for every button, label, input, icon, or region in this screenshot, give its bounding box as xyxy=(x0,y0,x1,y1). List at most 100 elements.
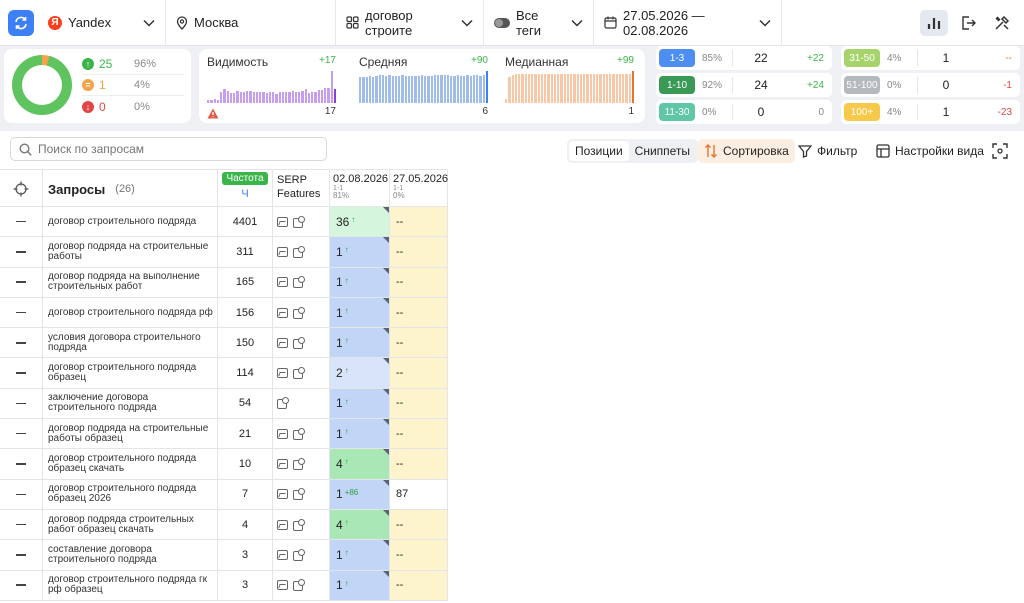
table-row[interactable]: договор подряда на строительные работы о… xyxy=(0,419,448,450)
snippet-feature-icon[interactable] xyxy=(293,548,305,561)
snippet-feature-icon[interactable] xyxy=(293,518,305,531)
image-feature-icon[interactable] xyxy=(277,216,288,227)
position-cell-date1[interactable]: 4 ↑ xyxy=(330,449,390,479)
metric-median[interactable]: Медианная +99 1 xyxy=(497,49,640,123)
export-button[interactable] xyxy=(954,10,982,36)
position-cell-date1[interactable]: 1 ↑ xyxy=(330,540,390,570)
position-cell-date1[interactable]: 36 ↑ xyxy=(330,207,390,237)
table-row[interactable]: составление договора строительного подря… xyxy=(0,540,448,571)
position-cell-date2[interactable]: -- xyxy=(390,297,448,328)
engine-select[interactable]: Я Yandex xyxy=(48,0,166,46)
filter-button[interactable]: Фильтр xyxy=(792,139,863,163)
table-row[interactable]: договор подряда на выполнение строительн… xyxy=(0,267,448,298)
snippet-feature-icon[interactable] xyxy=(277,397,289,410)
fullscreen-button[interactable] xyxy=(986,139,1014,163)
position-cell-date1[interactable]: 1 +86 xyxy=(330,479,390,509)
date2-header[interactable]: 27.05.2026 1-1 0% xyxy=(390,170,448,208)
table-row[interactable]: договор строительного подряда 4401 36 ↑ -- xyxy=(0,207,448,238)
search-input[interactable] xyxy=(38,142,318,156)
table-row[interactable]: договор строительного подряда образец ск… xyxy=(0,449,448,480)
image-feature-icon[interactable] xyxy=(277,277,288,288)
range-row[interactable]: 51-100 0% 0 -1 xyxy=(841,73,1020,97)
query-cell[interactable]: договор подряда на строительные работы xyxy=(43,237,218,267)
query-cell[interactable]: договор строительного подряда образец ск… xyxy=(43,449,218,479)
snippet-feature-icon[interactable] xyxy=(293,458,305,471)
stat-same[interactable]: = 1 4% xyxy=(82,75,184,96)
frequency-header[interactable]: Частота Ч xyxy=(218,170,273,208)
tags-select[interactable]: Все теги xyxy=(484,0,594,46)
row-expand-toggle[interactable] xyxy=(0,540,43,570)
sort-button[interactable]: Сортировка xyxy=(698,139,795,163)
image-feature-icon[interactable] xyxy=(277,246,288,257)
snippet-feature-icon[interactable] xyxy=(293,276,305,289)
stat-up[interactable]: ↑ 25 96% xyxy=(82,54,184,75)
position-cell-date1[interactable]: 1 ↑ xyxy=(330,570,390,600)
snippet-feature-icon[interactable] xyxy=(293,336,305,349)
position-cell-date2[interactable]: -- xyxy=(390,540,448,570)
metric-average[interactable]: Средняя +90 6 xyxy=(351,49,494,123)
snippet-feature-icon[interactable] xyxy=(293,306,305,319)
query-cell[interactable]: договор строительного подряда образец 20… xyxy=(43,479,218,509)
position-cell-date2[interactable]: -- xyxy=(390,237,448,267)
query-cell[interactable]: договор строительного подряда образец xyxy=(43,358,218,388)
query-cell[interactable]: условия договора строительного подряда xyxy=(43,328,218,358)
position-cell-date1[interactable]: 4 ↑ xyxy=(330,509,390,540)
row-expand-toggle[interactable] xyxy=(0,388,43,419)
queries-header[interactable]: Запросы (26) xyxy=(43,170,218,208)
row-expand-toggle[interactable] xyxy=(0,328,43,358)
position-cell-date1[interactable]: 1 ↑ xyxy=(330,267,390,297)
row-expand-toggle[interactable] xyxy=(0,267,43,297)
position-cell-date1[interactable]: 2 ↑ xyxy=(330,358,390,388)
snippet-feature-icon[interactable] xyxy=(293,579,305,592)
region-select[interactable]: Москва xyxy=(166,0,336,46)
range-row[interactable]: 11-30 0% 0 0 xyxy=(656,100,832,124)
position-cell-date2[interactable]: -- xyxy=(390,358,448,388)
range-row[interactable]: 31-50 4% 1 -- xyxy=(841,46,1020,70)
row-expand-toggle[interactable] xyxy=(0,419,43,449)
query-cell[interactable]: договор строительного подряда гк рф обра… xyxy=(43,570,218,600)
snippet-feature-icon[interactable] xyxy=(293,245,305,258)
query-cell[interactable]: заключение договора строительного подряд… xyxy=(43,388,218,419)
view-settings-button[interactable]: Настройки вида xyxy=(870,139,990,163)
table-row[interactable]: договор строительного подряда образец 114… xyxy=(0,358,448,389)
range-row[interactable]: 100+ 4% 1 -23 xyxy=(841,100,1020,124)
table-row[interactable]: условия договора строительного подряда 15… xyxy=(0,328,448,359)
tab-snippets[interactable]: Сниппеты xyxy=(634,144,691,158)
position-cell-date2[interactable]: -- xyxy=(390,449,448,479)
snippet-feature-icon[interactable] xyxy=(293,488,305,501)
image-feature-icon[interactable] xyxy=(277,307,288,318)
row-expand-toggle[interactable] xyxy=(0,509,43,540)
query-cell[interactable]: договор строительного подряда xyxy=(43,207,218,237)
row-expand-toggle[interactable] xyxy=(0,207,43,237)
range-row[interactable]: 1-3 85% 22 +22 xyxy=(656,46,832,70)
position-cell-date1[interactable]: 1 ↑ xyxy=(330,328,390,358)
image-feature-icon[interactable] xyxy=(277,549,288,560)
query-cell[interactable]: договор подряда на выполнение строительн… xyxy=(43,267,218,297)
position-cell-date1[interactable]: 1 ↑ xyxy=(330,388,390,419)
stat-down[interactable]: ↓ 0 0% xyxy=(82,96,184,117)
position-cell-date1[interactable]: 1 ↑ xyxy=(330,297,390,328)
position-cell-date2[interactable]: -- xyxy=(390,328,448,358)
snippet-feature-icon[interactable] xyxy=(293,427,305,440)
table-row[interactable]: договор строительного подряда образец 20… xyxy=(0,479,448,510)
row-expand-toggle[interactable] xyxy=(0,237,43,267)
query-cell[interactable]: договор подряда строительных работ образ… xyxy=(43,509,218,540)
refresh-button[interactable] xyxy=(8,9,34,36)
position-cell-date2[interactable]: 87 xyxy=(390,479,448,509)
image-feature-icon[interactable] xyxy=(277,519,288,530)
image-feature-icon[interactable] xyxy=(277,428,288,439)
position-cell-date2[interactable]: -- xyxy=(390,207,448,237)
date1-header[interactable]: 02.08.2026 1-1 81% xyxy=(330,170,390,208)
tools-button[interactable] xyxy=(988,10,1016,36)
range-row[interactable]: 1-10 92% 24 +24 xyxy=(656,73,832,97)
snippet-feature-icon[interactable] xyxy=(293,215,305,228)
table-row[interactable]: заключение договора строительного подряд… xyxy=(0,388,448,420)
date-range-select[interactable]: 27.05.2026 — 02.08.2026 xyxy=(594,0,782,46)
position-cell-date2[interactable]: -- xyxy=(390,267,448,297)
metric-visibility[interactable]: Видимость +17 17 xyxy=(199,49,342,123)
table-row[interactable]: договор строительного подряда рф 156 1 ↑ -- xyxy=(0,297,448,329)
serp-features-header[interactable]: SERP Features xyxy=(273,170,330,208)
image-feature-icon[interactable] xyxy=(277,459,288,470)
row-expand-toggle[interactable] xyxy=(0,570,43,600)
position-cell-date1[interactable]: 1 ↑ xyxy=(330,237,390,267)
